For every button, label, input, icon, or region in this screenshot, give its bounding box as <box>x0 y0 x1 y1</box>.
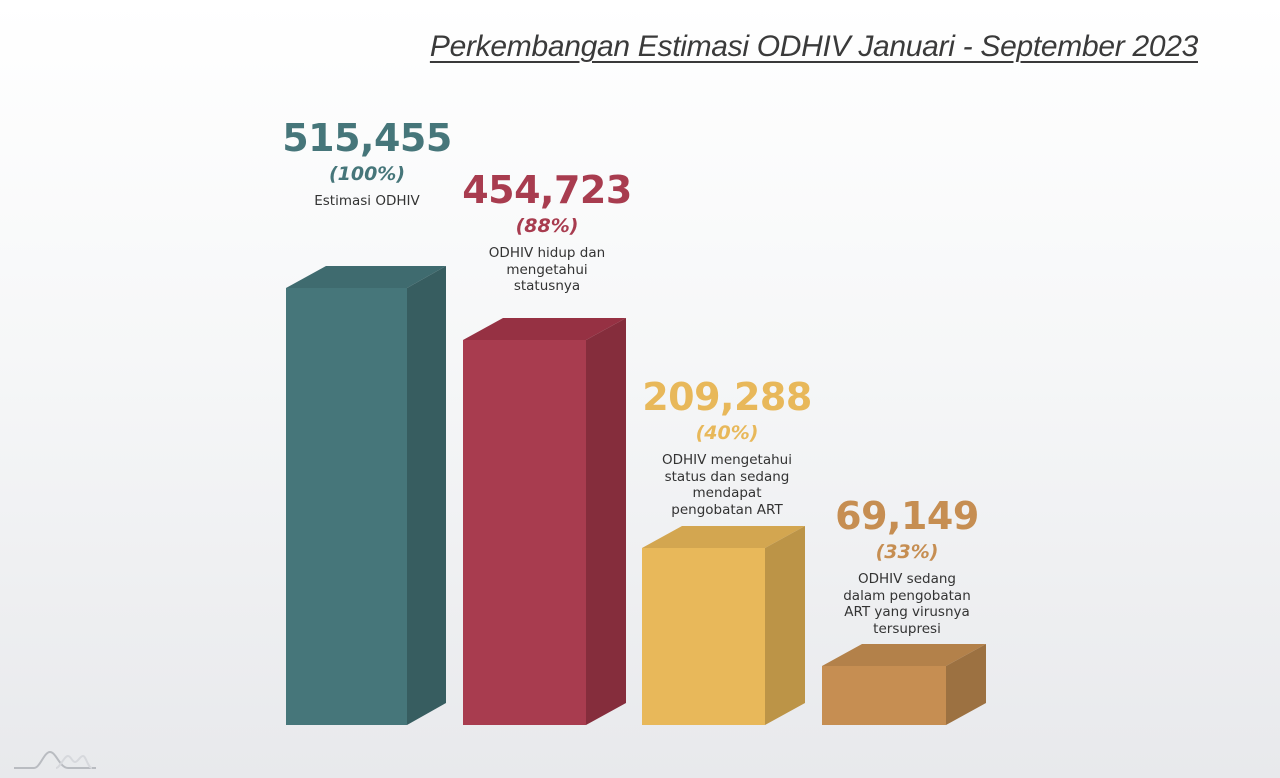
bar-estimasi-odhiv <box>286 266 446 725</box>
percent-label: (88%) <box>515 215 579 237</box>
value-label: 454,723 <box>462 168 632 212</box>
logo-icon <box>14 750 96 769</box>
percent-label: (40%) <box>695 422 759 444</box>
bar-odhiv-mengetahui-status <box>463 318 626 725</box>
value-label: 515,455 <box>282 116 452 160</box>
bar-label-3: 209,288 (40%) ODHIV mengetahui status da… <box>642 375 812 518</box>
value-label: 209,288 <box>642 375 812 419</box>
bar-label-2: 454,723 (88%) ODHIV hidup dan mengetahui… <box>462 168 632 295</box>
chart-title: Perkembangan Estimasi ODHIV Januari - Se… <box>429 30 1198 63</box>
percent-label: (33%) <box>875 541 939 563</box>
category-label: ODHIV mengetahui status dan sedang menda… <box>661 452 792 518</box>
bar-label-4: 69,149 (33%) ODHIV sedang dalam pengobat… <box>835 494 979 637</box>
category-label: ODHIV sedang dalam pengobatan ART yang v… <box>843 571 971 637</box>
bar-label-1: 515,455 (100%) Estimasi ODHIV <box>282 116 452 210</box>
category-label: ODHIV hidup dan mengetahui statusnya <box>488 245 606 294</box>
bar-odhiv-virus-tersupresi <box>822 644 986 725</box>
value-label: 69,149 <box>835 494 979 538</box>
bar-odhiv-pengobatan-art <box>642 526 805 725</box>
percent-label: (100%) <box>328 163 406 185</box>
category-label: Estimasi ODHIV <box>314 193 420 209</box>
